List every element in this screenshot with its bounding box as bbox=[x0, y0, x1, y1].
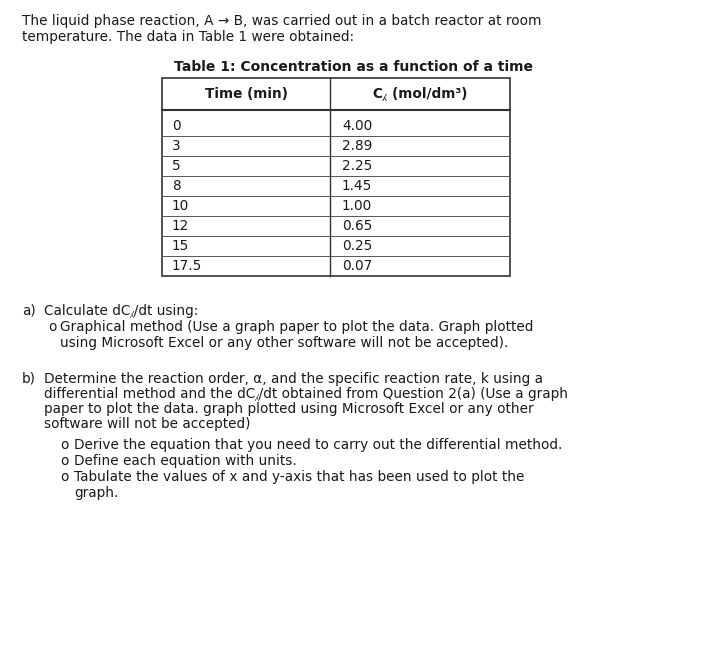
Text: The liquid phase reaction, A → B, was carried out in a batch reactor at room: The liquid phase reaction, A → B, was ca… bbox=[22, 14, 542, 28]
Text: Determine the reaction order, α, and the specific reaction rate, k using a: Determine the reaction order, α, and the… bbox=[44, 372, 543, 386]
Text: 0.65: 0.65 bbox=[342, 219, 372, 233]
Text: 10: 10 bbox=[172, 199, 189, 213]
Text: 15: 15 bbox=[172, 239, 189, 253]
Text: Calculate dC⁁/dt using:: Calculate dC⁁/dt using: bbox=[44, 304, 198, 318]
Text: C⁁ (mol/dm³): C⁁ (mol/dm³) bbox=[373, 87, 467, 101]
Text: 0.07: 0.07 bbox=[342, 259, 372, 273]
Text: 0.25: 0.25 bbox=[342, 239, 372, 253]
Text: o: o bbox=[48, 320, 56, 334]
Text: 12: 12 bbox=[172, 219, 189, 233]
Text: 0: 0 bbox=[172, 119, 181, 133]
Text: o: o bbox=[60, 470, 68, 484]
Text: 3: 3 bbox=[172, 139, 181, 153]
Text: Graphical method (Use a graph paper to plot the data. Graph plotted: Graphical method (Use a graph paper to p… bbox=[60, 320, 533, 334]
Text: Tabulate the values of x and y-axis that has been used to plot the: Tabulate the values of x and y-axis that… bbox=[74, 470, 525, 484]
Text: 5: 5 bbox=[172, 159, 181, 173]
Text: 2.25: 2.25 bbox=[342, 159, 372, 173]
Text: 1.00: 1.00 bbox=[342, 199, 372, 213]
Text: Time (min): Time (min) bbox=[205, 87, 287, 101]
Bar bbox=[162, 78, 510, 276]
Text: 4.00: 4.00 bbox=[342, 119, 372, 133]
Text: Table 1: Concentration as a function of a time: Table 1: Concentration as a function of … bbox=[174, 60, 532, 74]
Text: 1.45: 1.45 bbox=[342, 179, 372, 193]
Text: o: o bbox=[60, 454, 68, 468]
Text: o: o bbox=[60, 438, 68, 452]
Text: b): b) bbox=[22, 372, 36, 386]
Text: software will not be accepted): software will not be accepted) bbox=[44, 417, 251, 431]
Text: paper to plot the data. graph plotted using Microsoft Excel or any other: paper to plot the data. graph plotted us… bbox=[44, 402, 534, 416]
Text: a): a) bbox=[22, 304, 36, 318]
Text: graph.: graph. bbox=[74, 486, 119, 500]
Text: Define each equation with units.: Define each equation with units. bbox=[74, 454, 297, 468]
Text: using Microsoft Excel or any other software will not be accepted).: using Microsoft Excel or any other softw… bbox=[60, 336, 508, 350]
Text: 17.5: 17.5 bbox=[172, 259, 203, 273]
Text: differential method and the dC⁁/dt obtained from Question 2(a) (Use a graph: differential method and the dC⁁/dt obtai… bbox=[44, 387, 568, 401]
Text: temperature. The data in Table 1 were obtained:: temperature. The data in Table 1 were ob… bbox=[22, 30, 354, 44]
Text: 8: 8 bbox=[172, 179, 181, 193]
Text: 2.89: 2.89 bbox=[342, 139, 372, 153]
Text: Derive the equation that you need to carry out the differential method.: Derive the equation that you need to car… bbox=[74, 438, 563, 452]
